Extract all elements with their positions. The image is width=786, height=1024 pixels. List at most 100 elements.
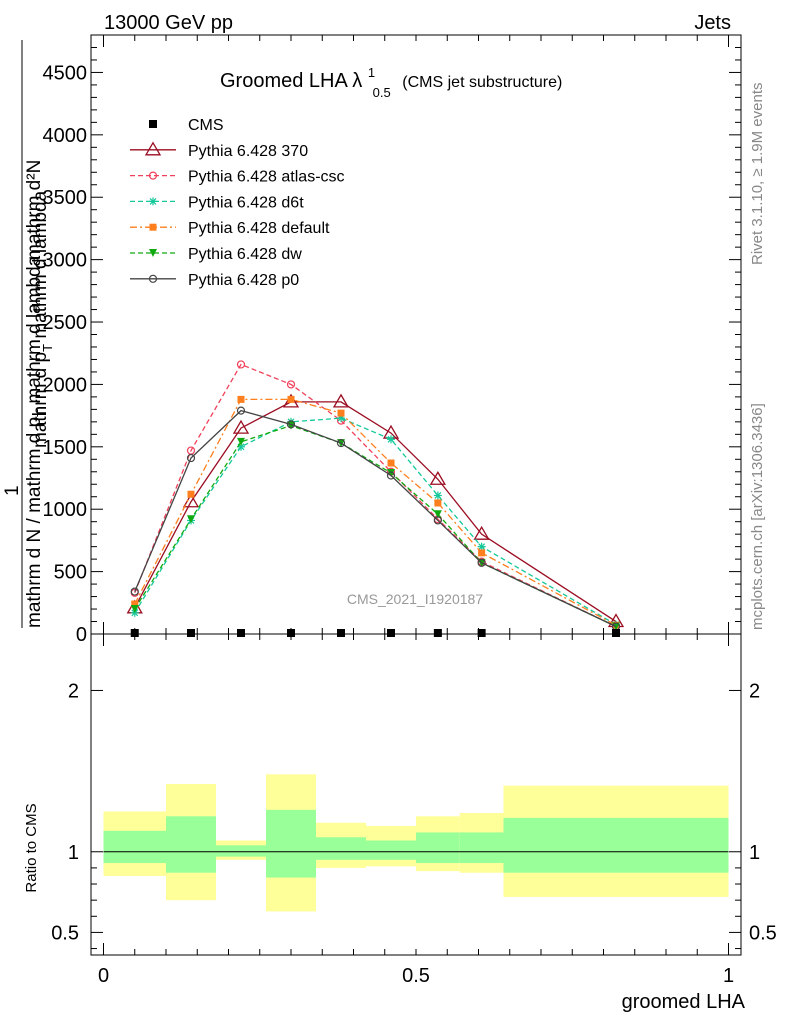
ratio-panel: 0.5 0.5 1 1 2 2 0 0.5 1 xyxy=(51,633,777,987)
main-panel: 0 500 1000 1500 2000 2500 3000 3500 4000 4500 xyxy=(43,34,742,646)
ratio-tick-label-right: 1 xyxy=(749,842,760,864)
ylabel-numerator: mathrm d²N xyxy=(24,160,45,260)
ratio-band-inner xyxy=(103,830,166,864)
series-point-p0 xyxy=(386,471,396,480)
series-point-d6t xyxy=(477,542,486,551)
series-point-dw xyxy=(187,515,195,524)
y-tick-label: 0 xyxy=(76,624,87,646)
legend-item-d6t: Pythia 6.428 d6t xyxy=(130,194,304,211)
series-point-default xyxy=(187,490,195,498)
series-point-p0 xyxy=(433,516,442,525)
ratio-band-inner xyxy=(216,845,266,857)
legend-marker-p0 xyxy=(148,274,158,283)
rivet-label: Rivet 3.1.10, ≥ 1.9M events xyxy=(749,83,766,266)
ratio-tick-label-right: 0.5 xyxy=(749,922,777,944)
plot-title: Groomed LHA λ 1 0.5 (CMS jet substructur… xyxy=(220,60,562,102)
series-point-d6t xyxy=(387,435,395,444)
series-point-default xyxy=(131,600,139,608)
series-point-dw xyxy=(387,469,395,478)
ratio-band-inner xyxy=(266,809,316,878)
ratio-band-inner xyxy=(366,840,416,860)
series-point-default xyxy=(434,499,442,507)
series-point-p0 xyxy=(186,453,196,463)
ratio-band-inner xyxy=(459,832,504,864)
ratio-y-axis-label: Ratio to CMS xyxy=(23,803,40,892)
ratio-bands xyxy=(103,774,729,912)
x-tick-label: 0 xyxy=(98,965,109,987)
series-point-p0 xyxy=(130,587,139,596)
series-point-p0 xyxy=(336,438,346,448)
ratio-axis-ticks: 0.5 0.5 1 1 2 2 0 0.5 1 xyxy=(51,634,777,987)
cms-data-point xyxy=(130,629,139,637)
series-point-default xyxy=(237,395,245,403)
cms-data-point xyxy=(337,629,345,637)
series-point-p0 xyxy=(236,406,246,415)
series-line-p0 xyxy=(134,409,617,628)
y-tick-label: 500 xyxy=(54,562,87,584)
y-tick-label: 4000 xyxy=(43,125,88,147)
series-point-p0 xyxy=(286,420,296,429)
series-line-dw xyxy=(134,424,617,628)
legend-marker-default xyxy=(149,223,157,231)
y-tick-label: 4500 xyxy=(43,62,88,84)
ratio-band-inner xyxy=(166,816,216,873)
ratio-band-inner xyxy=(416,832,460,864)
series-point-default xyxy=(337,409,345,417)
series-point-p370 xyxy=(429,470,447,485)
y-tick-label: 1000 xyxy=(43,499,88,521)
series-point-dw xyxy=(237,437,245,446)
ylabel-denominator: mathrm d N / mathrm d pT mathrm d lambda xyxy=(24,255,49,628)
legend-item-dw: Pythia 6.428 dw xyxy=(130,246,302,263)
legend-label-d6t: Pythia 6.428 d6t xyxy=(188,194,304,211)
legend: CMS Pythia 6.428 370 Pythia 6.428 atlas-cs… xyxy=(130,117,345,289)
legend-marker-cms xyxy=(149,120,157,128)
cms-data-point xyxy=(433,629,442,637)
legend-item-atlas: Pythia 6.428 atlas-csc xyxy=(130,169,345,186)
x-tick-label: 1 xyxy=(723,965,734,987)
series-point-p370 xyxy=(232,419,250,434)
series-line-atlas xyxy=(134,363,617,628)
series-point-p370 xyxy=(332,393,350,408)
series-point-default xyxy=(287,395,295,403)
mcplots-label: mcplots.cern.ch [arXiv:1306.3436] xyxy=(749,403,766,630)
series-point-atlas xyxy=(286,380,296,389)
cms-data-point xyxy=(237,629,245,637)
series-point-default xyxy=(387,459,395,467)
x-tick-label: 0.5 xyxy=(402,965,430,987)
series-point-d6t xyxy=(433,491,442,500)
cms-data-point xyxy=(477,629,486,637)
legend-marker-d6t xyxy=(149,197,157,206)
y-tick-label: 2500 xyxy=(43,312,88,334)
cms-data-point xyxy=(187,629,195,637)
title-small: (CMS jet substructure) xyxy=(402,74,562,91)
series-point-dw xyxy=(130,605,139,614)
series-point-default xyxy=(478,549,486,557)
ylabel-one: 1 xyxy=(2,485,23,496)
series-point-dw xyxy=(433,510,442,519)
main-axis-ticks: 0 500 1000 1500 2000 2500 3000 3500 4000 4500 xyxy=(43,34,741,646)
legend-label-default: Pythia 6.428 default xyxy=(188,220,330,237)
series-point-p370 xyxy=(473,525,490,540)
ylabel-middle: mathrm d pT mathrm d lambda xyxy=(30,190,55,448)
header-left: 13000 GeV pp xyxy=(104,12,233,34)
cms-data-point xyxy=(387,629,395,637)
title-sub: 0.5 xyxy=(373,85,391,100)
svg-text:Groomed LHA λ 1: Groomed LHA λ 1 0.5 (CMS jet substructur… xyxy=(220,60,562,102)
ratio-tick-label-left: 2 xyxy=(68,680,79,702)
cms-data-points xyxy=(130,629,620,637)
ratio-tick-label-left: 1 xyxy=(68,842,79,864)
legend-label-atlas: Pythia 6.428 atlas-csc xyxy=(188,169,345,186)
cms-data-point xyxy=(612,629,620,637)
x-axis-label: groomed LHA xyxy=(622,991,746,1013)
series-line-d6t xyxy=(134,417,617,626)
legend-marker-atlas xyxy=(148,171,158,180)
cms-data-point xyxy=(287,629,295,637)
ratio-band-inner xyxy=(503,817,729,873)
legend-label-p0: Pythia 6.428 p0 xyxy=(188,272,299,289)
legend-marker-p370 xyxy=(144,141,162,156)
legend-item-p0: Pythia 6.428 p0 xyxy=(130,272,299,289)
y-tick-label: 3500 xyxy=(43,187,88,209)
y-tick-label: 3000 xyxy=(43,250,88,272)
analysis-watermark: CMS_2021_I1920187 xyxy=(347,591,483,607)
ratio-tick-label-left: 0.5 xyxy=(51,922,79,944)
